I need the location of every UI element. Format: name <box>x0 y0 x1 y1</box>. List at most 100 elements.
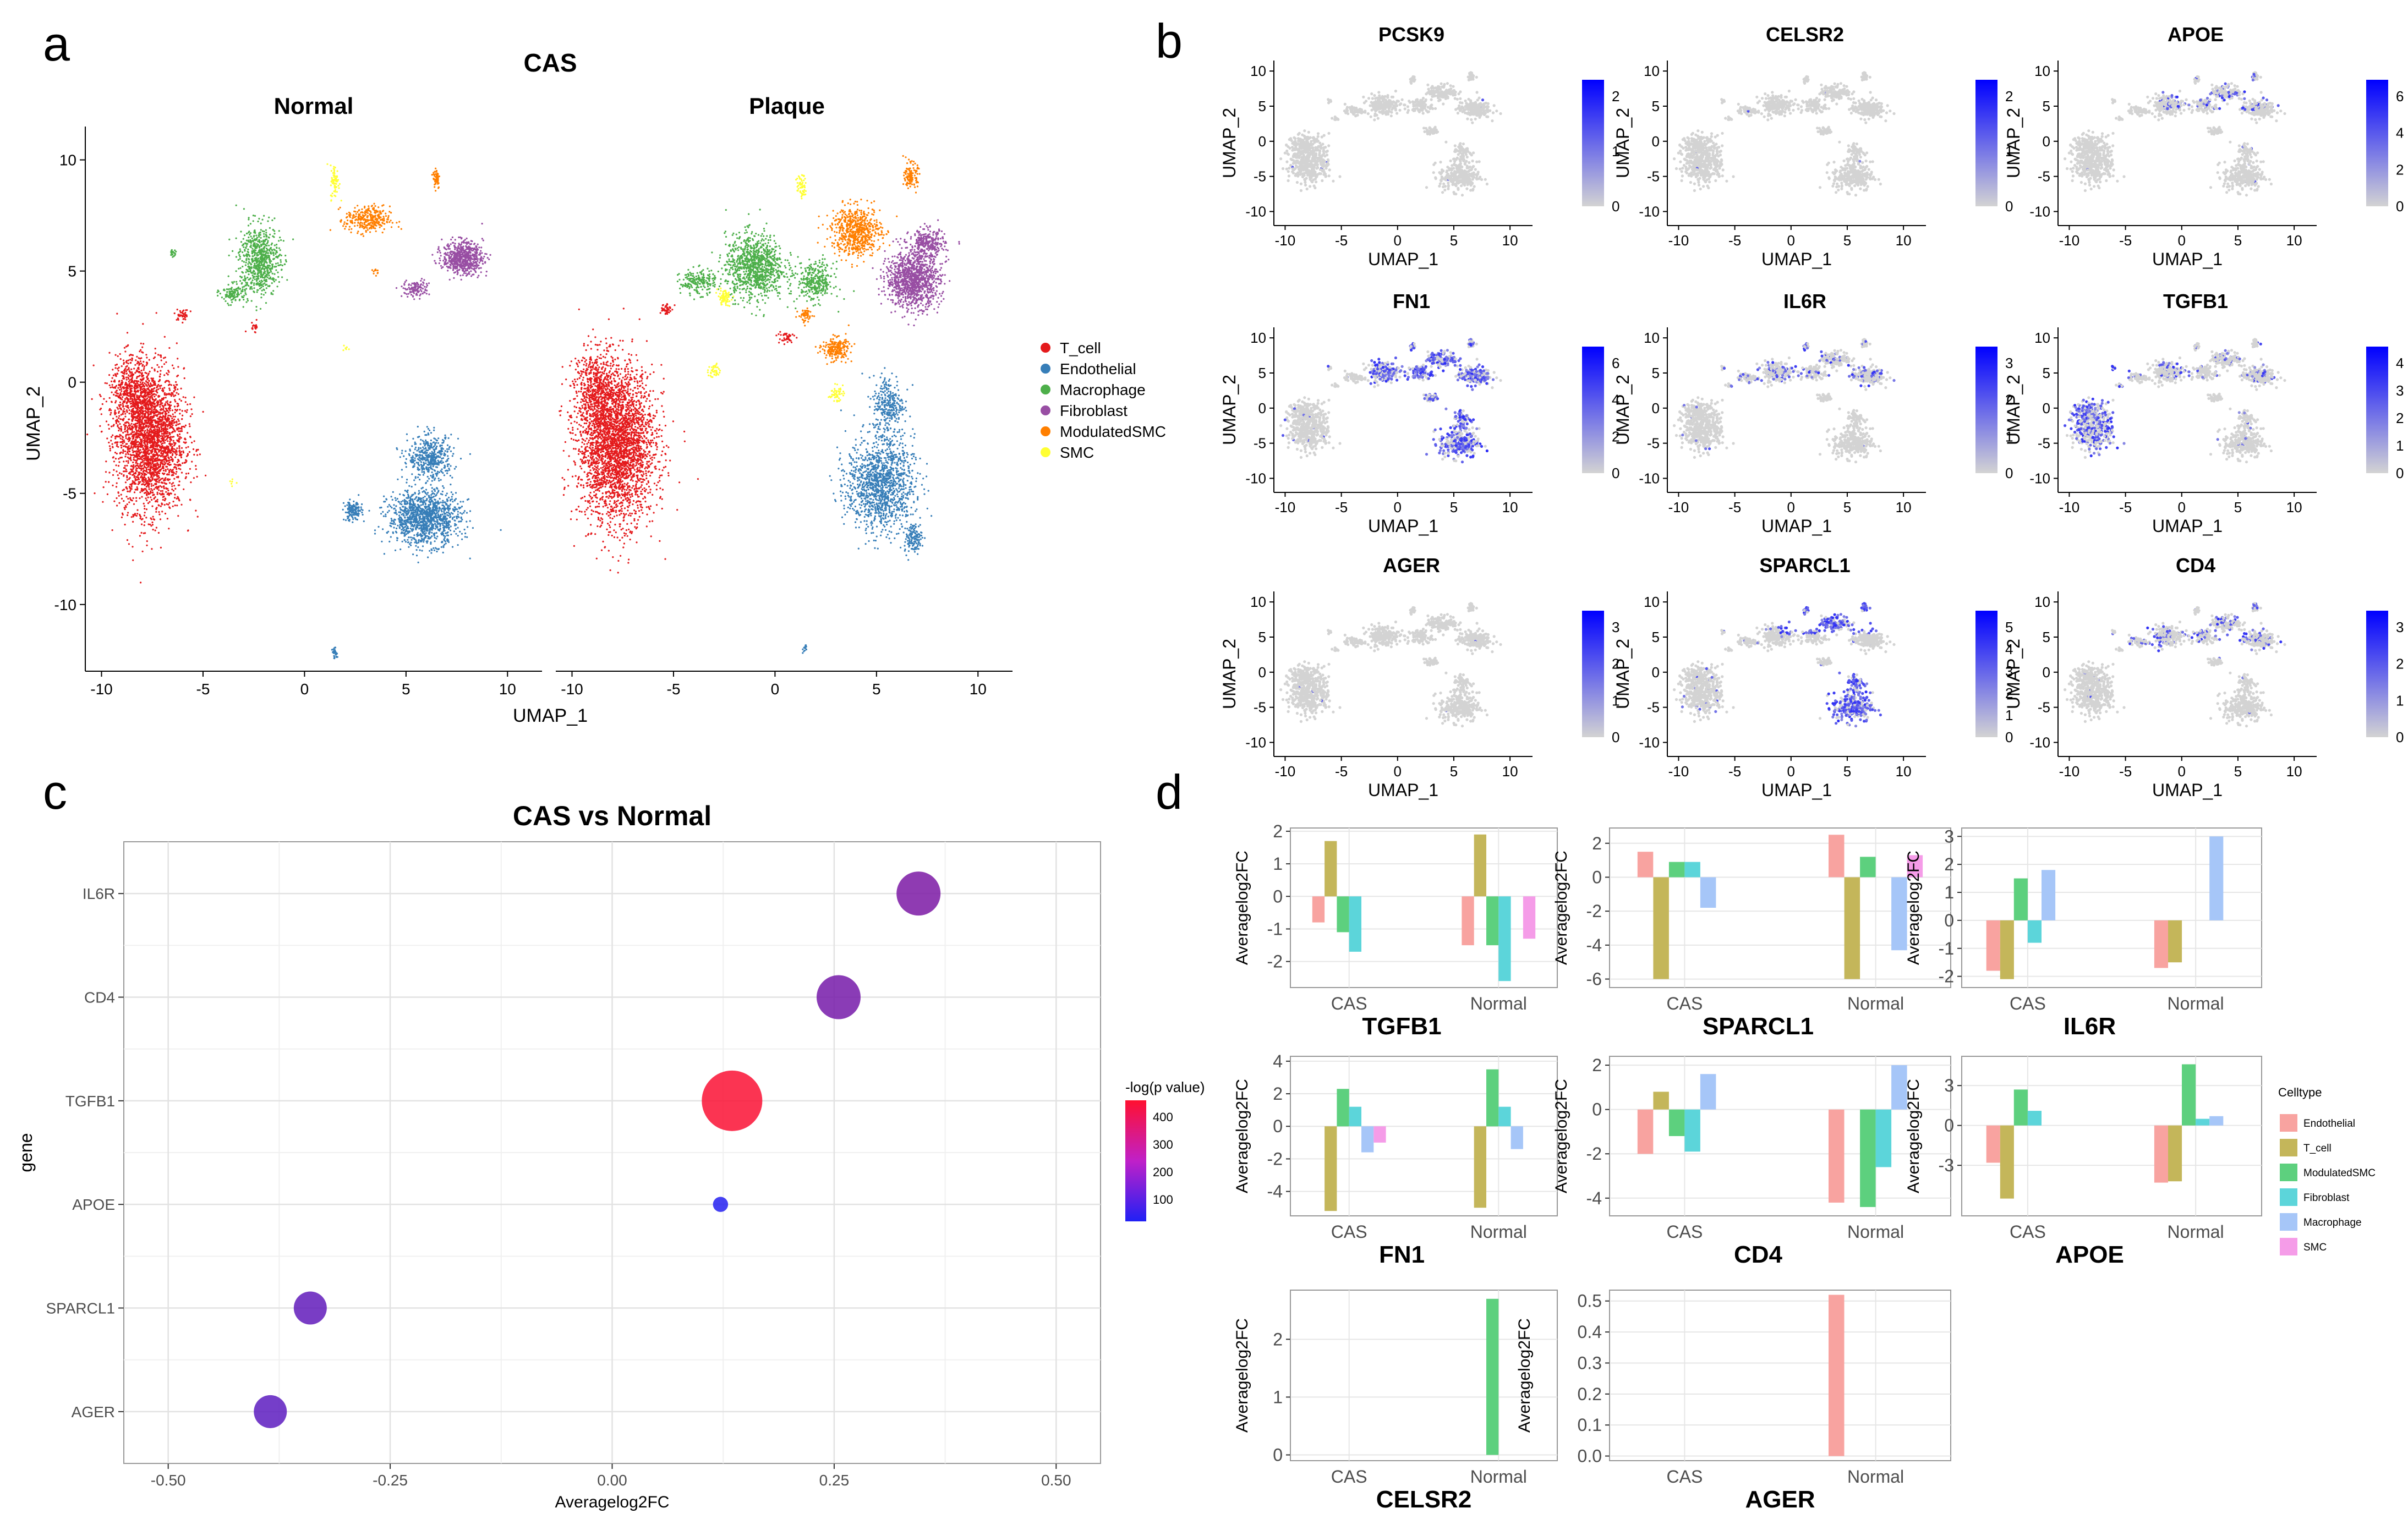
umap-cluster-Endothelial <box>342 494 370 523</box>
umap-cluster-SMC <box>342 344 350 352</box>
legend-swatch-Fibroblast <box>2280 1188 2297 1206</box>
bar-IL6R-CAS-T_cell <box>2000 920 2014 979</box>
axis-y-tick-label: 2 <box>1273 1084 1283 1104</box>
color-scale-bar <box>2366 347 2388 473</box>
axis-x-tick-label: -5 <box>2119 763 2132 780</box>
color-scale-label: 0 <box>1612 198 1619 215</box>
bar-CD4-CAS-Macrophage <box>1700 1074 1716 1110</box>
bar-SPARCL1-Normal-Macrophage <box>1891 877 1907 951</box>
feature-plot-FN1: FN1 -10 -5 0 5 10 10 5 0 -5 -10 UMAP_1 UMAP_2 6 4 2 0 <box>1219 290 1619 536</box>
bar-FN1-CAS-T_cell <box>1325 1126 1337 1211</box>
umap-cluster-Fibroblast <box>395 278 430 300</box>
bar-SPARCL1-Normal-Endothelial <box>1829 835 1845 878</box>
color-scale-label: 0 <box>2396 729 2404 745</box>
feature-plot-title: PCSK9 <box>1378 23 1444 46</box>
umap-cluster-ModulatedSMC <box>371 268 379 277</box>
umap-cluster-T_cell <box>559 308 699 574</box>
bar-IL6R-Normal-Endothelial <box>2154 920 2168 968</box>
axis-y-tick-label: 5 <box>2043 629 2050 645</box>
umap-cluster-ModulatedSMC <box>795 307 816 327</box>
bar-CD4-Normal-ModulatedSMC <box>1860 1109 1876 1207</box>
axis-x-tick-label: CAS <box>1331 1467 1367 1487</box>
axis-x-tick-label: 10 <box>2286 763 2302 780</box>
feature-plot-title: SPARCL1 <box>1759 554 1850 577</box>
panel-a-subplot-plaque: Plaque <box>749 93 825 119</box>
feature-plot-points <box>2064 338 2286 464</box>
axis-y-tick-label: 0 <box>1258 400 1266 416</box>
legend-label-Macrophage: Macrophage <box>2303 1217 2362 1229</box>
color-scale-label: 1 <box>2396 437 2404 454</box>
dot-SPARCL1 <box>293 1291 327 1325</box>
axis-y-tick-label: 5 <box>1258 365 1266 381</box>
axis-x-tick-label: 5 <box>1843 232 1851 249</box>
umap-cluster-T_cell <box>173 309 191 324</box>
umap-cluster-ModulatedSMC <box>814 324 856 365</box>
axis-x-tick-label: 5 <box>1843 499 1851 516</box>
axis-x-tick-label: 0.25 <box>819 1472 850 1489</box>
axis-y-tick-label: AGER <box>72 1403 115 1421</box>
axis-x-label: UMAP_1 <box>1368 780 1438 800</box>
umap-cluster-Fibroblast <box>872 238 951 327</box>
axis-y-tick-label: 5 <box>2043 365 2050 381</box>
axis-y-tick-label: 0.1 <box>1578 1415 1602 1435</box>
axis-x-tick-label: 0 <box>1394 232 1402 249</box>
panel-letter-d: d <box>1156 765 1183 819</box>
axis-y-label: UMAP_2 <box>1613 108 1633 178</box>
color-scale-label: 0 <box>2396 198 2404 215</box>
umap-cluster-T_cell <box>775 331 798 346</box>
umap-cluster-Endothelial <box>900 517 926 561</box>
axis-x-tick-label: -0.25 <box>373 1472 408 1489</box>
axis-x-tick-label: -5 <box>1335 763 1348 780</box>
bar-CD4-CAS-T_cell <box>1653 1092 1669 1110</box>
axis-x-label: UMAP_1 <box>2152 780 2223 800</box>
bar-FN1-Normal-Macrophage <box>1511 1126 1523 1149</box>
color-scale-bar <box>1582 347 1604 473</box>
axis-x-tick-label: 0 <box>300 681 309 698</box>
axis-x-tick-label: -10 <box>1275 232 1296 249</box>
axis-y-tick-label: 5 <box>1258 629 1266 645</box>
axis-y-tick-label: 0.2 <box>1578 1384 1602 1404</box>
axis-x-label: UMAP_1 <box>1368 516 1438 536</box>
color-scale-label: 1 <box>2005 428 2013 445</box>
bar-APOE-Normal-Macrophage <box>2209 1116 2224 1126</box>
axis-x-tick-label: Normal <box>2168 994 2224 1013</box>
axis-x-tick-label: CAS <box>2010 994 2046 1013</box>
axis-y-tick-label: -2 <box>1939 967 1954 986</box>
axis-x-tick-label: CAS <box>1667 994 1703 1013</box>
axis-y-label: Averagelog2FC <box>1233 1079 1251 1193</box>
axis-y-tick-label: 5 <box>2043 98 2050 114</box>
bar-APOE-Normal-Endothelial <box>2154 1125 2168 1183</box>
axis-x-tick-label: 0 <box>1787 499 1795 516</box>
umap-cluster-Macrophage <box>170 249 177 258</box>
color-scale-label: 3 <box>1612 619 1619 635</box>
axis-y-tick-label: 5 <box>1652 98 1660 114</box>
axis-y-label: UMAP_2 <box>2004 108 2023 178</box>
umap-cluster-Macrophage <box>711 209 804 317</box>
panel-a-axes: -10 -5 0 5 10 10 5 0 -5 -10 -10 -5 0 5 10 <box>54 127 1013 698</box>
feature-plot-title: CD4 <box>2176 554 2215 577</box>
feature-plot-title: FN1 <box>1393 290 1430 312</box>
axis-x-tick-label: CAS <box>2010 1222 2046 1242</box>
axis-y-tick-label: 10 <box>59 152 76 169</box>
axis-x-tick-label: 5 <box>2234 232 2242 249</box>
axis-x-tick-label: 0 <box>2178 763 2186 780</box>
axis-x-tick-label: 10 <box>2286 232 2302 249</box>
bar-FN1-CAS-ModulatedSMC <box>1337 1089 1349 1127</box>
bar-TGFB1-Normal-SMC <box>1523 896 1536 939</box>
axis-y-tick-label: -5 <box>1647 168 1660 185</box>
panel-letter-c: c <box>43 765 67 819</box>
color-scale-label: 1 <box>1612 692 1619 709</box>
bar-SPARCL1-Normal-SMC <box>1907 855 1923 878</box>
axis-y-tick-label: -10 <box>2029 734 2050 750</box>
axis-y-tick-label: -2 <box>1586 901 1602 921</box>
axis-x-tick-label: 5 <box>2234 499 2242 516</box>
umap-cluster-SMC <box>326 163 342 202</box>
panel-a-subplot-normal: Normal <box>274 93 354 119</box>
axis-y-tick-label: 0 <box>1258 664 1266 681</box>
axis-x-tick-label: Normal <box>1470 994 1527 1013</box>
axis-x-tick-label: CAS <box>1667 1467 1703 1487</box>
color-scale-label: 5 <box>2005 619 2013 635</box>
dot-CD4 <box>816 975 861 1019</box>
